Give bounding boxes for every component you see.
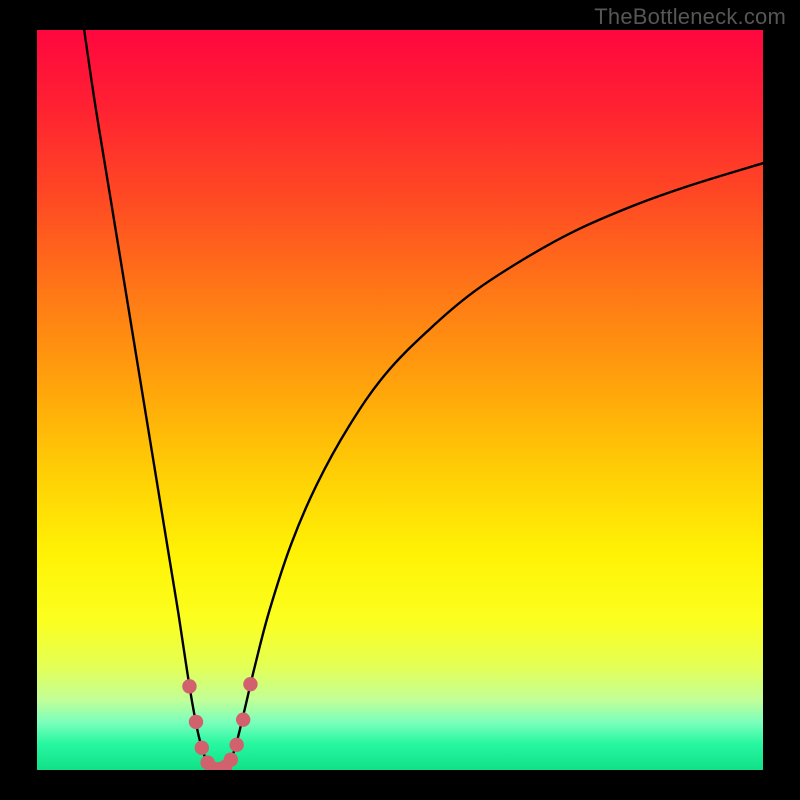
- bottleneck-marker: [243, 677, 257, 691]
- bottleneck-marker: [236, 712, 250, 726]
- chart-gradient-background: [37, 30, 763, 770]
- bottleneck-chart: [0, 0, 800, 800]
- bottleneck-marker: [189, 715, 203, 729]
- watermark-label: TheBottleneck.com: [594, 4, 786, 30]
- bottleneck-marker: [224, 752, 238, 766]
- bottleneck-marker: [229, 738, 243, 752]
- bottleneck-marker: [195, 741, 209, 755]
- bottleneck-marker: [182, 679, 196, 693]
